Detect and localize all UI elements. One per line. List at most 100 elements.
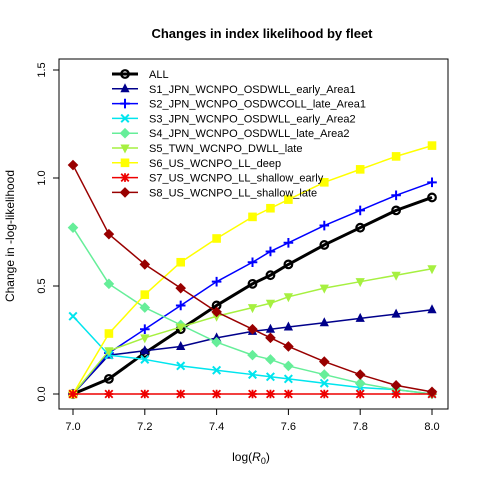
x-axis-title: log(R0) (232, 450, 270, 466)
data-point (247, 278, 258, 289)
legend-marker (120, 83, 130, 93)
data-point (355, 205, 365, 216)
data-point (319, 378, 329, 388)
series-6 (68, 265, 437, 400)
legend-marker (119, 187, 131, 198)
data-point (247, 304, 258, 314)
data-point (319, 389, 329, 399)
series-9 (67, 159, 438, 398)
data-point (319, 284, 329, 294)
data-point (355, 165, 365, 174)
data-point (427, 177, 437, 188)
data-point (284, 195, 293, 204)
data-point (176, 361, 186, 371)
y-tick-label: 1.0 (36, 170, 48, 185)
data-point (68, 389, 78, 399)
data-point (390, 380, 402, 391)
data-point (176, 340, 186, 350)
data-point (212, 234, 221, 243)
legend-marker (120, 144, 130, 154)
legend-marker (120, 98, 130, 109)
data-point (140, 345, 150, 355)
data-point (283, 293, 294, 303)
series-line (72, 227, 433, 395)
data-point (319, 220, 330, 231)
data-point (283, 321, 294, 331)
data-point (265, 299, 276, 309)
legend-item: S5_TWN_WCNPO_DWLL_late (112, 143, 302, 155)
x-tick-label: 7.0 (65, 421, 80, 433)
data-point (265, 246, 276, 257)
x-tick-label: 8.0 (424, 421, 439, 433)
legend-marker (120, 173, 130, 183)
data-point (175, 282, 187, 294)
series-line (72, 164, 433, 393)
legend-item: S4_JPN_WCNPO_OSDWLL_late_Area2 (112, 127, 350, 140)
axes-layer: 7.0 7.2 7.4 7.6 7.8 8.0 0.0 0.5 1.0 1.5 (36, 62, 440, 433)
data-point (176, 389, 186, 399)
data-point (247, 323, 258, 335)
data-point (320, 178, 329, 187)
data-point (391, 205, 402, 216)
legend-label: ALL (149, 69, 169, 81)
legend-label: S7_US_WCNPO_LL_shallow_early (149, 173, 324, 185)
data-point (176, 257, 185, 267)
series-line (72, 196, 433, 396)
legend-label: S6_US_WCNPO_LL_deep (149, 158, 281, 170)
data-point (265, 332, 276, 344)
legend-marker (120, 69, 130, 79)
data-point (355, 389, 365, 399)
data-point (266, 389, 275, 399)
data-point (427, 141, 437, 150)
data-point (318, 369, 330, 380)
data-point (427, 192, 437, 203)
series-line (72, 144, 433, 395)
legend-label: S2_JPN_WCNPO_OSDWCOLL_late_Area1 (149, 99, 366, 111)
data-point (68, 311, 78, 321)
data-point (391, 308, 401, 318)
data-point (140, 389, 150, 399)
data-point (265, 323, 276, 333)
y-axis-title: Change in -log-likelihood (3, 170, 17, 302)
legend-marker (120, 113, 130, 123)
data-point (247, 257, 258, 268)
data-point (318, 356, 330, 367)
data-point (211, 336, 222, 348)
data-point (283, 360, 294, 372)
data-point (104, 329, 114, 338)
data-point (67, 159, 79, 171)
data-point (354, 377, 366, 389)
data-point (140, 290, 150, 299)
series-layer (67, 141, 438, 400)
legend-label: S1_JPN_WCNPO_OSDWLL_early_Area1 (149, 84, 356, 96)
data-point (391, 271, 401, 281)
data-point (266, 203, 275, 213)
legend-item: S3_JPN_WCNPO_OSDWLL_early_Area2 (112, 113, 356, 125)
data-point (104, 389, 114, 399)
data-point (139, 259, 151, 270)
data-point (391, 190, 401, 201)
y-tick-label: 0.0 (36, 386, 48, 401)
data-point (103, 278, 115, 290)
data-point (140, 334, 150, 344)
data-point (211, 276, 222, 287)
legend-label: S5_TWN_WCNPO_DWLL_late (149, 143, 302, 155)
data-point (319, 240, 330, 250)
data-point (427, 304, 437, 314)
legend-item: S6_US_WCNPO_LL_deep (112, 158, 281, 170)
series-1 (68, 192, 437, 399)
data-point (426, 386, 438, 398)
data-point (212, 365, 222, 375)
data-point (319, 317, 329, 327)
data-point (355, 222, 366, 233)
data-point (265, 354, 276, 365)
data-point (391, 152, 401, 161)
data-point (355, 278, 365, 288)
data-point (248, 389, 257, 399)
legend-item: S7_US_WCNPO_LL_shallow_early (112, 173, 324, 185)
data-point (212, 389, 222, 399)
data-point (104, 347, 114, 357)
data-point (247, 370, 258, 380)
